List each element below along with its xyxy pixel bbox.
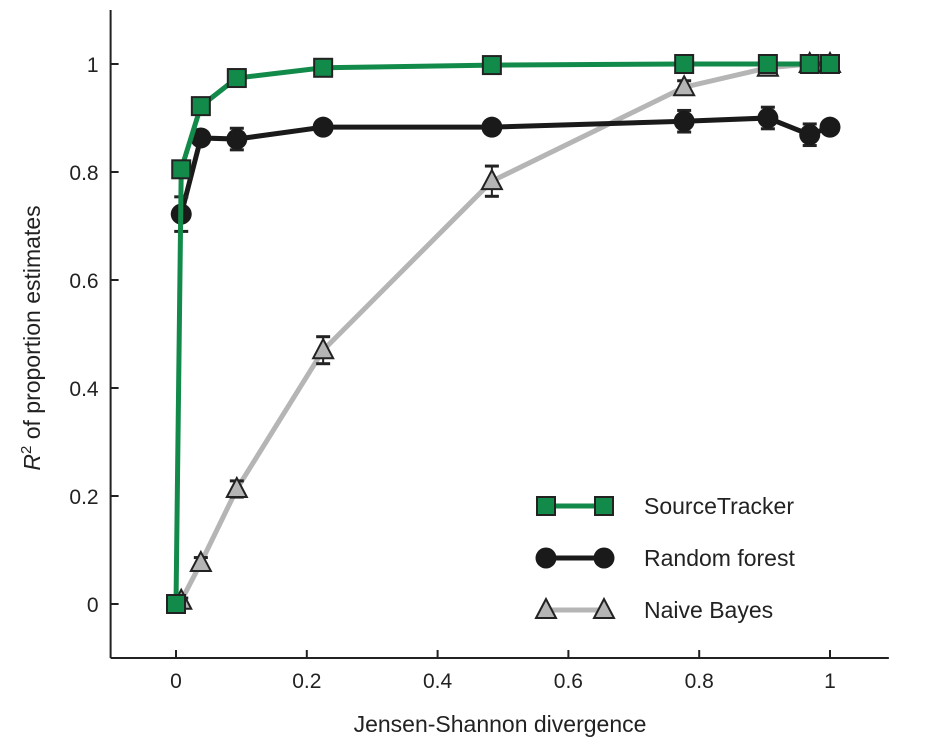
random-forest-point [312, 116, 334, 138]
y-axis-label: R2 of proportion estimates [18, 205, 45, 470]
random-forest-point [190, 127, 212, 149]
sourcetracker-point [757, 54, 778, 74]
legend-marker [534, 596, 558, 619]
y-tick-label: 0 [87, 594, 99, 617]
x-tick-label: 0 [170, 670, 182, 693]
legend-label: Random forest [644, 545, 795, 571]
sourcetracker-point [171, 159, 192, 180]
sourcetracker-point [820, 54, 840, 74]
x-tick-label: 0.4 [423, 670, 453, 693]
random-forest-point [757, 107, 779, 129]
random-forest-point [673, 110, 695, 132]
sourcetracker-point [190, 96, 211, 117]
sourcetracker-point [481, 55, 502, 76]
y-tick-label: 0.4 [69, 378, 99, 401]
naive-bayes-point [311, 337, 335, 360]
legend-label: SourceTracker [644, 493, 794, 519]
legend-marker [593, 547, 615, 569]
naive-bayes-line [179, 61, 830, 602]
sourcetracker-point [313, 57, 334, 78]
legend-item-sourcetracker: SourceTracker [536, 493, 794, 519]
y-tick-label: 1 [87, 54, 99, 77]
sourcetracker-point [226, 68, 247, 89]
legend-marker [592, 596, 616, 619]
sourcetracker-point [674, 54, 695, 74]
x-tick-label: 0.8 [685, 670, 714, 693]
axes: 0 0.2 0.4 0.6 0.8 1 0 0.2 0.4 0.6 0.8 1 [69, 10, 889, 693]
random-forest-point [226, 128, 248, 150]
x-tick-label: 0.2 [292, 670, 321, 693]
legend-item-naive-bayes: Naive Bayes [534, 596, 773, 623]
y-tick-label: 0.2 [69, 486, 98, 509]
naive-bayes-point [225, 475, 249, 498]
y-tick-label: 0.6 [69, 270, 98, 293]
x-tick-label: 1 [824, 670, 836, 693]
naive-bayes-point [189, 549, 213, 572]
y-tick-label: 0.8 [69, 162, 98, 185]
x-axis-label: Jensen-Shannon divergence [354, 711, 647, 737]
x-tick-label: 0.6 [554, 670, 583, 693]
sourcetracker-point [166, 594, 186, 614]
random-forest-point [799, 124, 821, 146]
sourcetracker-point [799, 54, 820, 74]
sourcetracker-line [173, 61, 830, 605]
legend-marker [535, 547, 557, 569]
series-sourcetracker [166, 54, 840, 614]
legend-label: Naive Bayes [644, 597, 773, 623]
legend: SourceTracker Random forest Naive Bayes [534, 493, 795, 623]
legend-marker [536, 496, 556, 516]
legend-marker [594, 496, 614, 516]
naive-bayes-point [672, 74, 696, 97]
naive-bayes-point [480, 168, 504, 191]
legend-item-random-forest: Random forest [535, 545, 795, 571]
plot-area [166, 50, 842, 614]
series-random-forest [170, 105, 841, 233]
random-forest-line [178, 115, 831, 215]
random-forest-point [481, 116, 503, 138]
random-forest-point [819, 116, 841, 138]
